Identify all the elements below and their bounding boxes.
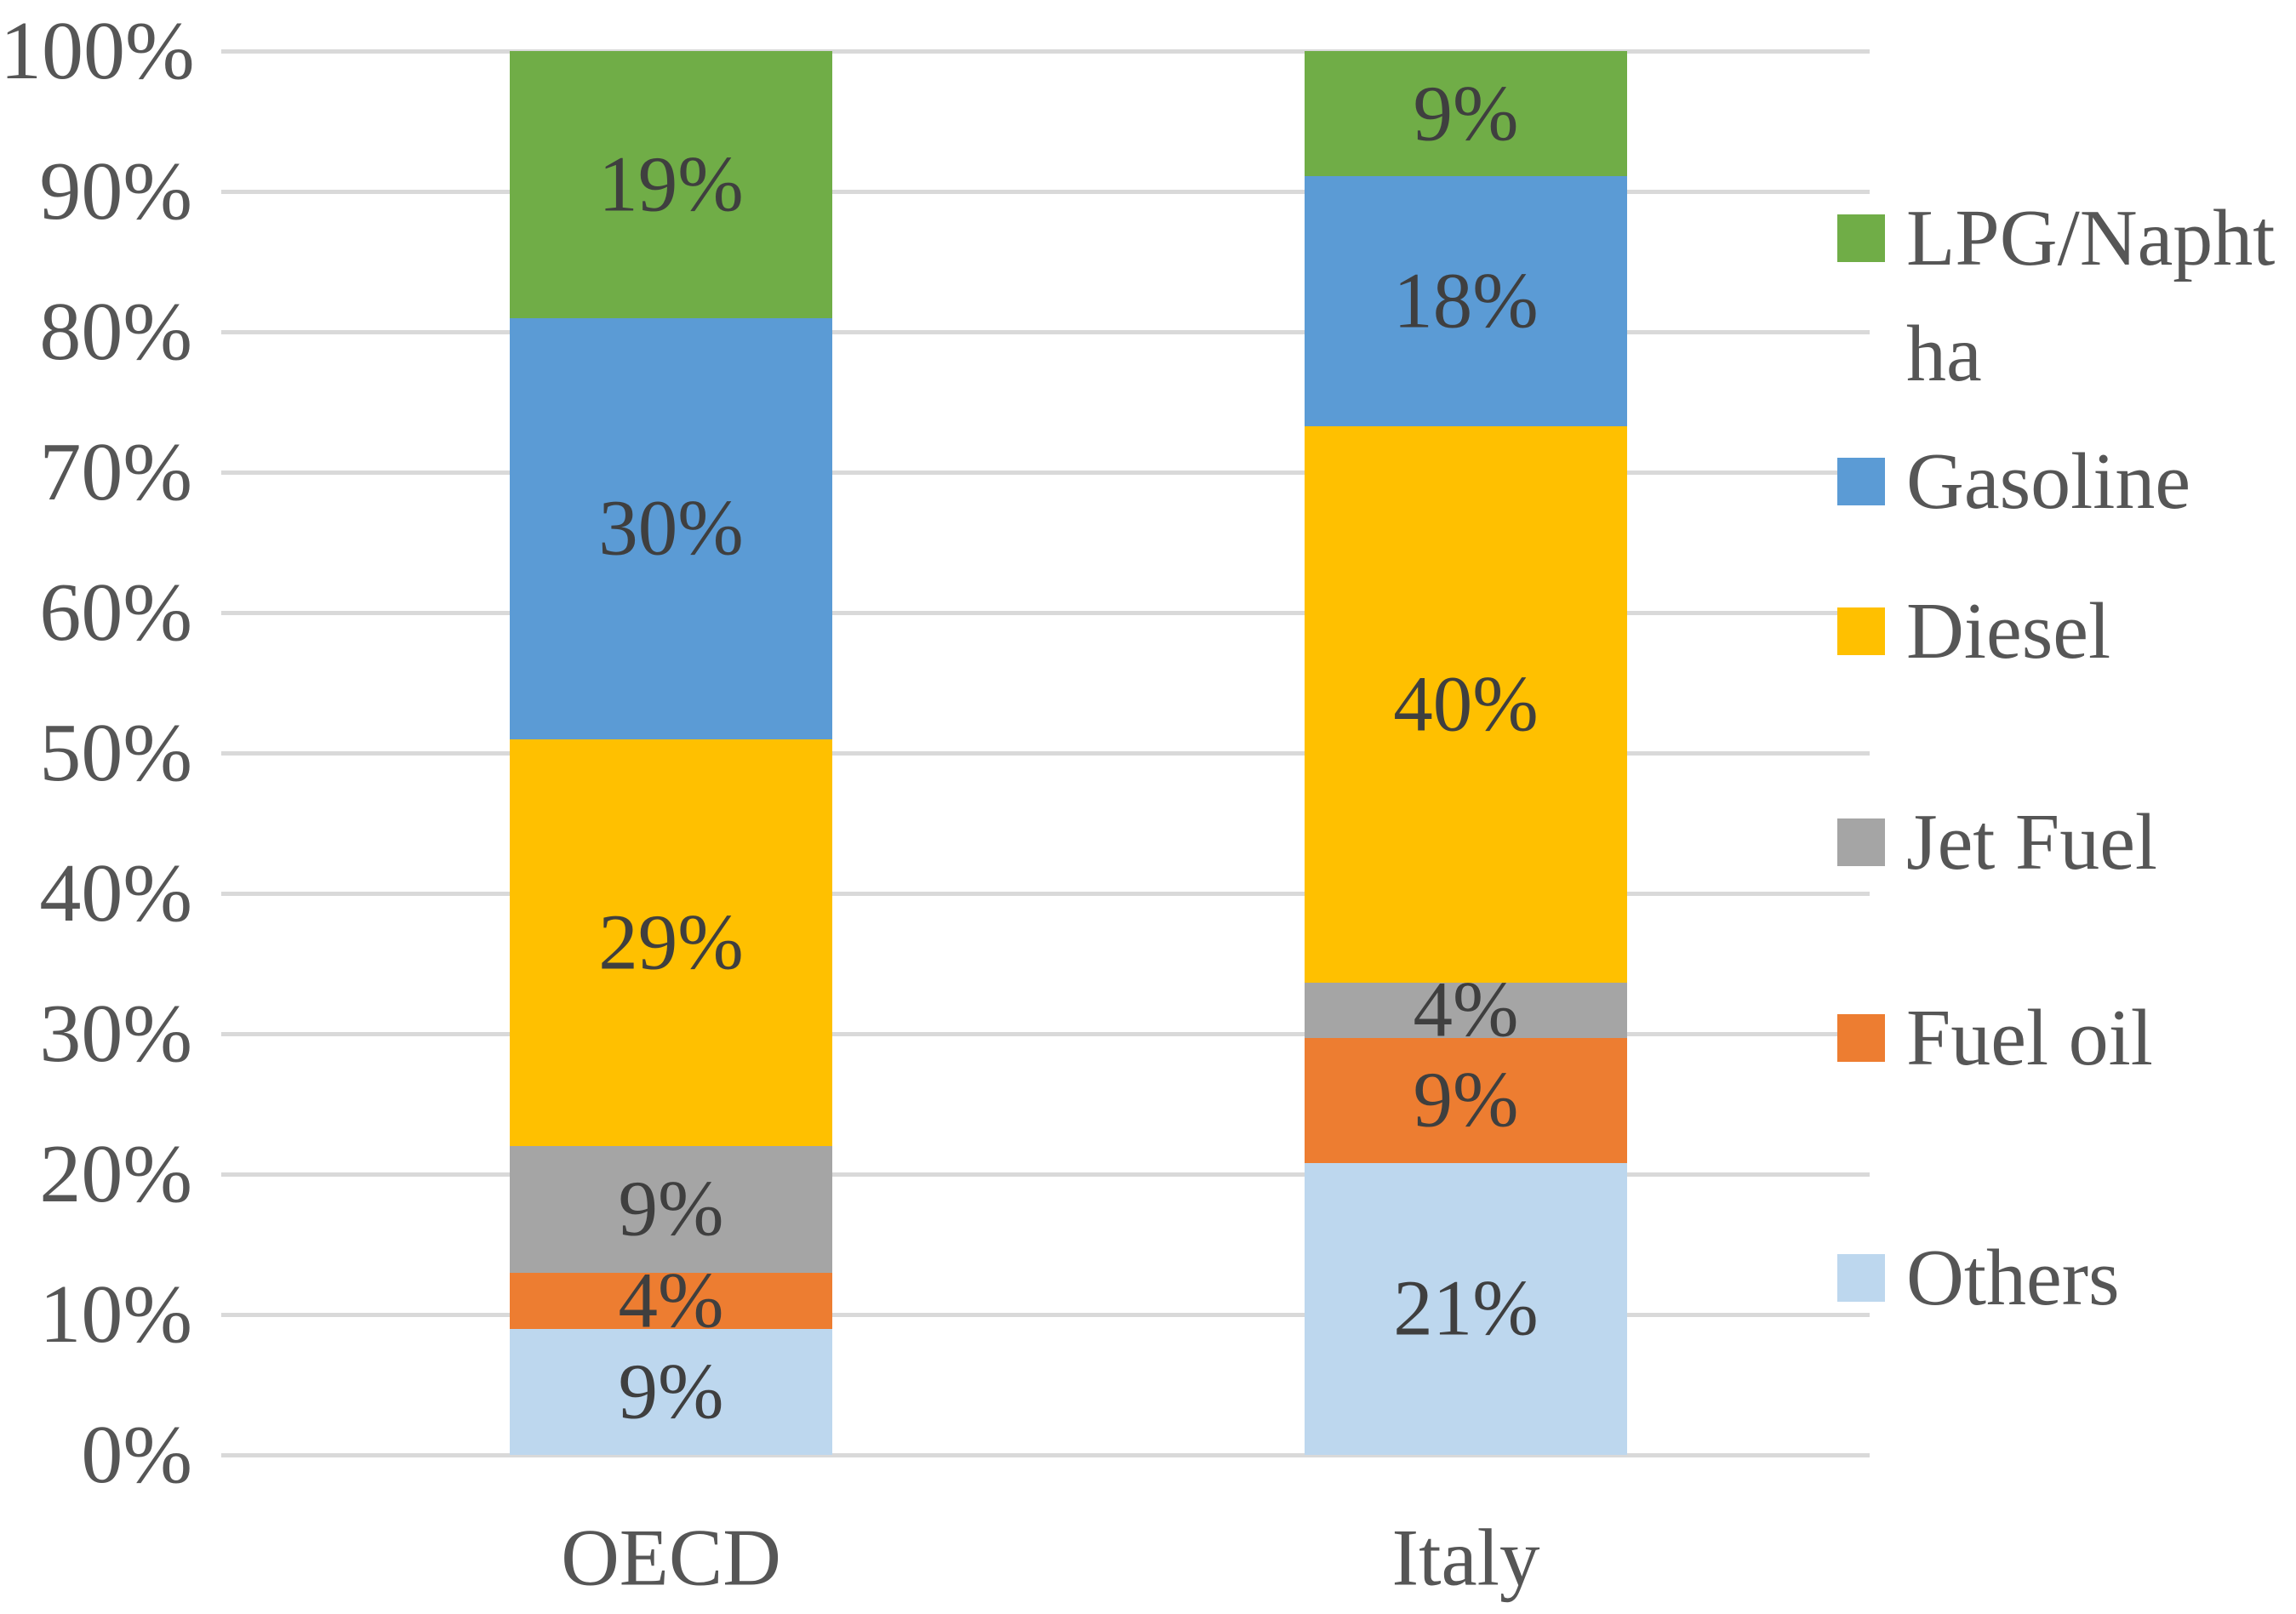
x-axis-category-label: OECD <box>561 1512 781 1603</box>
x-axis-category-label: Italy <box>1391 1512 1540 1603</box>
legend-label: Jet Fuel <box>1906 798 2158 887</box>
bar-segment-value-label: 9% <box>618 1348 724 1436</box>
bar-segment-lpg-naphtha <box>510 51 832 318</box>
bar-segment-diesel <box>510 739 832 1146</box>
bar-segment-jet-fuel <box>1305 982 1627 1038</box>
bar-segment-others <box>1305 1162 1627 1455</box>
bar-segment-fuel-oil <box>510 1272 832 1329</box>
gridline <box>221 190 1870 194</box>
bar-segment-lpg-naphtha <box>1305 51 1627 177</box>
bar-segment-value-label: 4% <box>1413 966 1519 1054</box>
y-axis-tick-label: 20% <box>39 1128 192 1220</box>
gridline <box>221 1032 1870 1036</box>
bar-segment-jet-fuel <box>510 1146 832 1273</box>
legend-color-swatch <box>1837 818 1885 866</box>
legend-color-swatch <box>1837 214 1885 262</box>
gridline <box>221 892 1870 896</box>
bar-segment-value-label: 21% <box>1393 1264 1539 1353</box>
bar-segment-value-label: 9% <box>1413 1056 1519 1144</box>
bar-segment-value-label: 4% <box>618 1257 724 1344</box>
y-axis-tick-label: 50% <box>39 707 192 799</box>
gridline <box>221 751 1870 756</box>
legend-color-swatch <box>1837 607 1885 655</box>
bar-segment-gasoline <box>510 317 832 739</box>
gridline <box>221 471 1870 475</box>
y-axis-tick-label: 100% <box>0 5 195 97</box>
legend-label: LPG/Napht <box>1906 194 2276 282</box>
y-axis-tick-label: 0% <box>81 1409 192 1501</box>
y-axis-tick-label: 80% <box>39 286 192 378</box>
bar-segment-value-label: 9% <box>618 1165 724 1253</box>
y-axis-tick-label: 40% <box>39 847 192 939</box>
bar-segment-value-label: 19% <box>598 140 744 229</box>
y-axis-tick-label: 10% <box>39 1269 192 1360</box>
bar-segment-value-label: 9% <box>1413 70 1519 157</box>
bar-segment-value-label: 40% <box>1393 660 1539 749</box>
bar-segment-value-label: 29% <box>598 898 744 987</box>
y-axis-tick-label: 60% <box>39 567 192 659</box>
y-axis-tick-label: 70% <box>39 426 192 518</box>
bar-segment-gasoline <box>1305 176 1627 427</box>
bar-segment-fuel-oil <box>1305 1037 1627 1163</box>
y-axis-tick-label: 90% <box>39 145 192 237</box>
legend-color-swatch <box>1837 1014 1885 1062</box>
bar-segment-others <box>510 1328 832 1455</box>
legend-label: ha <box>1906 310 1982 398</box>
gridline <box>221 49 1870 54</box>
gridline <box>221 1172 1870 1177</box>
bar-segment-value-label: 18% <box>1393 257 1539 345</box>
bar-segment-diesel <box>1305 426 1627 983</box>
gridline <box>221 330 1870 334</box>
legend-color-swatch <box>1837 458 1885 505</box>
legend-label: Diesel <box>1906 587 2111 676</box>
legend-color-swatch <box>1837 1254 1885 1302</box>
gridline <box>221 611 1870 615</box>
gridline <box>221 1313 1870 1317</box>
legend-label: Gasoline <box>1906 437 2191 526</box>
legend-label: Others <box>1906 1234 2120 1322</box>
bar-segment-value-label: 30% <box>598 484 744 573</box>
legend-label: Fuel oil <box>1906 994 2153 1082</box>
gridline <box>221 1453 1870 1457</box>
y-axis-tick-label: 30% <box>39 988 192 1080</box>
